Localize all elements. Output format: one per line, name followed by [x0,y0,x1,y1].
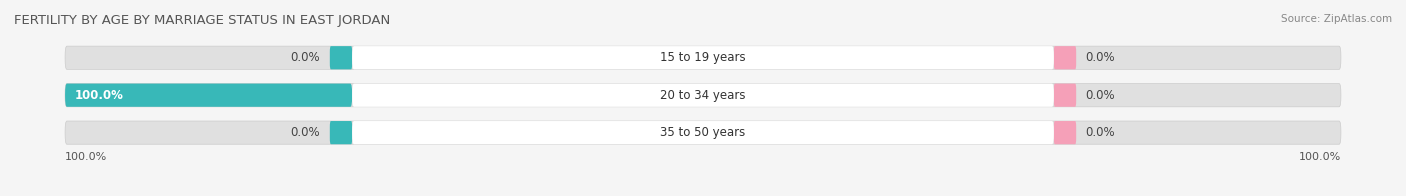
FancyBboxPatch shape [330,46,352,69]
Text: Source: ZipAtlas.com: Source: ZipAtlas.com [1281,14,1392,24]
FancyBboxPatch shape [352,121,1054,144]
Text: 100.0%: 100.0% [1299,152,1341,162]
Text: FERTILITY BY AGE BY MARRIAGE STATUS IN EAST JORDAN: FERTILITY BY AGE BY MARRIAGE STATUS IN E… [14,14,391,27]
FancyBboxPatch shape [352,46,1054,69]
FancyBboxPatch shape [1054,121,1076,144]
Text: 0.0%: 0.0% [1085,51,1115,64]
Text: 0.0%: 0.0% [1085,126,1115,139]
FancyBboxPatch shape [65,83,352,107]
Text: 0.0%: 0.0% [291,51,321,64]
Text: 20 to 34 years: 20 to 34 years [661,89,745,102]
Text: 100.0%: 100.0% [65,152,107,162]
FancyBboxPatch shape [330,121,352,144]
Text: 0.0%: 0.0% [1085,89,1115,102]
FancyBboxPatch shape [352,83,1054,107]
FancyBboxPatch shape [1054,83,1076,107]
FancyBboxPatch shape [1054,46,1076,69]
FancyBboxPatch shape [65,83,1341,107]
FancyBboxPatch shape [65,46,1341,69]
Text: 100.0%: 100.0% [75,89,124,102]
FancyBboxPatch shape [65,121,1341,144]
Text: 35 to 50 years: 35 to 50 years [661,126,745,139]
Text: 15 to 19 years: 15 to 19 years [661,51,745,64]
Text: 0.0%: 0.0% [291,126,321,139]
